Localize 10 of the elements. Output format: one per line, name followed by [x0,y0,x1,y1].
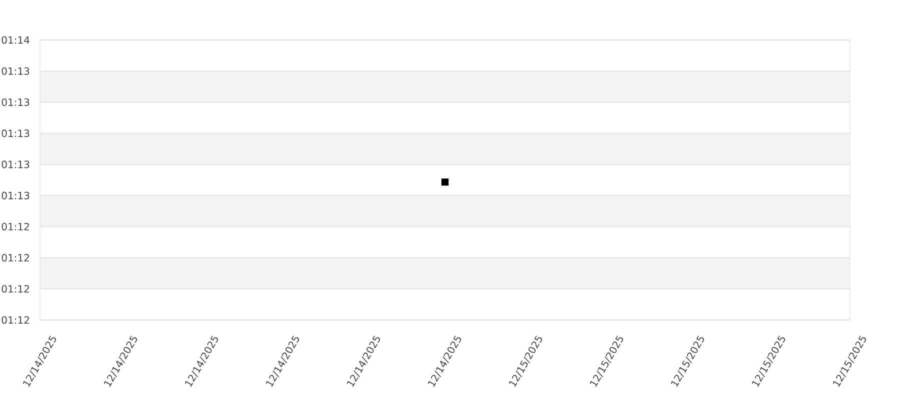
y-tick-label: 01:12 [2,316,29,324]
y-tick-label: 01:12 [2,254,29,262]
y-tick-label: 01:13 [2,192,30,200]
y-tick-label: 01:13 [2,130,30,138]
y-tick-label: 01:12 [2,285,29,293]
y-tick-label: 01:14 [2,36,30,44]
y-tick-label: 01:13 [2,67,30,75]
y-tick-label: 01:13 [2,160,30,168]
y-tick-label: 01:13 [2,98,30,106]
y-tick-label: 01:12 [2,222,29,230]
